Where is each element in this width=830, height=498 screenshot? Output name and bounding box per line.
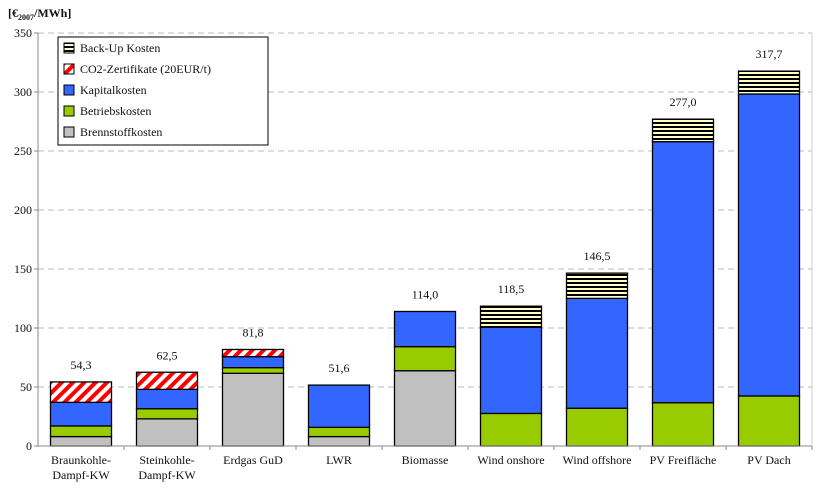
x-tick-label-line: Wind onshore xyxy=(477,453,544,467)
legend-swatch xyxy=(63,84,75,96)
bar-segment-kapitalkosten xyxy=(565,297,629,409)
bar-segment-betriebskosten xyxy=(221,366,285,374)
bar-segment-betriebskosten xyxy=(393,345,457,372)
bar-segment-brennstoffkosten xyxy=(307,435,371,447)
y-tick-label: 350 xyxy=(14,26,32,40)
x-tick-label: Steinkohle-Dampf-KW xyxy=(138,453,196,482)
bar-segment-betriebskosten xyxy=(135,408,199,420)
bar-segment-back-up-kosten xyxy=(651,118,715,143)
data-label-total: 146,5 xyxy=(584,249,611,263)
bar-segment-back-up-kosten xyxy=(565,272,629,300)
bar-segment-back-up-kosten xyxy=(479,305,543,328)
bar-segment-kapitalkosten xyxy=(393,310,457,348)
legend-label: Kapitalkosten xyxy=(80,83,147,97)
x-tick-label: PV Freifläche xyxy=(650,453,717,467)
y-axis-label: [€2007/MWh] xyxy=(8,6,71,22)
x-tick-label-line: Biomasse xyxy=(402,453,449,467)
y-tick-label: 200 xyxy=(14,203,32,217)
data-label-total: 54,3 xyxy=(71,358,92,372)
bar-segment-kapitalkosten xyxy=(307,384,371,429)
bar-segment-betriebskosten xyxy=(479,412,543,447)
data-label-total: 277,0 xyxy=(670,95,697,109)
bar-segment-co2-zertifikate-20eur-t- xyxy=(49,381,113,403)
x-tick-label-line: Erdgas GuD xyxy=(223,453,283,467)
bar-segment-kapitalkosten xyxy=(49,401,113,427)
y-tick-label: 100 xyxy=(14,321,32,335)
bar-segment-kapitalkosten xyxy=(479,326,543,415)
data-label-total: 81,8 xyxy=(243,325,264,339)
x-tick-label-line: Steinkohle- xyxy=(139,453,194,467)
data-label-total: 62,5 xyxy=(157,348,178,362)
bar-segment-co2-zertifikate-20eur-t- xyxy=(221,348,285,358)
bar-segment-kapitalkosten xyxy=(135,388,199,410)
x-tick-label-line: LWR xyxy=(326,453,352,467)
bar-segment-co2-zertifikate-20eur-t- xyxy=(135,371,199,391)
x-tick-label: Biomasse xyxy=(402,453,449,467)
data-label-total: 118,5 xyxy=(498,282,525,296)
legend-label: Betriebskosten xyxy=(80,104,151,118)
bar-segment-kapitalkosten xyxy=(651,141,715,404)
x-tick-label-line: Wind offshore xyxy=(563,453,632,467)
y-tick-label: 50 xyxy=(20,380,32,394)
x-tick-label-line: Braunkohle- xyxy=(51,453,111,467)
bar-segment-betriebskosten xyxy=(49,425,113,438)
bar-segment-betriebskosten xyxy=(565,407,629,447)
legend-swatch xyxy=(63,63,75,75)
legend-label: Back-Up Kosten xyxy=(80,41,160,55)
x-tick-label: LWR xyxy=(326,453,352,467)
bar-segment-brennstoffkosten xyxy=(393,370,457,447)
legend-swatch xyxy=(63,105,75,117)
legend-label: Brennstoffkosten xyxy=(80,125,162,139)
legend-box xyxy=(57,36,269,146)
data-label-total: 51,6 xyxy=(329,361,350,375)
bar-segment-brennstoffkosten xyxy=(221,372,285,447)
bar-segment-kapitalkosten xyxy=(737,93,801,397)
x-tick-label: PV Dach xyxy=(747,453,790,467)
y-tick-label: 150 xyxy=(14,262,32,276)
bar-segment-brennstoffkosten xyxy=(135,418,199,447)
x-tick-label-line: Dampf-KW xyxy=(138,468,196,482)
legend-label: CO2-Zertifikate (20EUR/t) xyxy=(80,62,211,76)
data-label-total: 317,7 xyxy=(756,47,783,61)
legend-swatch xyxy=(63,126,75,138)
bar-segment-betriebskosten xyxy=(307,426,371,438)
bar-segment-betriebskosten xyxy=(737,395,801,447)
x-tick-label: Wind offshore xyxy=(563,453,632,467)
legend-swatch xyxy=(63,42,75,54)
bar-segment-betriebskosten xyxy=(651,402,715,447)
x-tick-label-line: PV Dach xyxy=(747,453,790,467)
y-tick-label: 0 xyxy=(26,439,32,453)
x-tick-label-line: PV Freifläche xyxy=(650,453,717,467)
y-tick-label: 300 xyxy=(14,85,32,99)
x-tick-label: Erdgas GuD xyxy=(223,453,283,467)
x-tick-label: Braunkohle-Dampf-KW xyxy=(51,453,111,482)
data-label-total: 114,0 xyxy=(412,287,439,301)
y-tick-label: 250 xyxy=(14,144,32,158)
bar-segment-back-up-kosten xyxy=(737,70,801,95)
legend: Back-Up Kosten CO2-Zertifikate (20EUR/t) K… xyxy=(57,36,269,146)
bar-segment-kapitalkosten xyxy=(221,356,285,369)
bar-segment-brennstoffkosten xyxy=(49,435,113,447)
x-tick-label-line: Dampf-KW xyxy=(52,468,110,482)
x-tick-label: Wind onshore xyxy=(477,453,544,467)
